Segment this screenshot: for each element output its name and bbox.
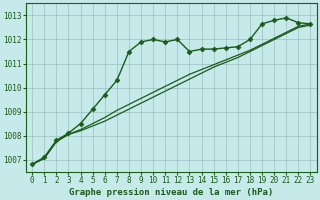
X-axis label: Graphe pression niveau de la mer (hPa): Graphe pression niveau de la mer (hPa): [69, 188, 274, 197]
